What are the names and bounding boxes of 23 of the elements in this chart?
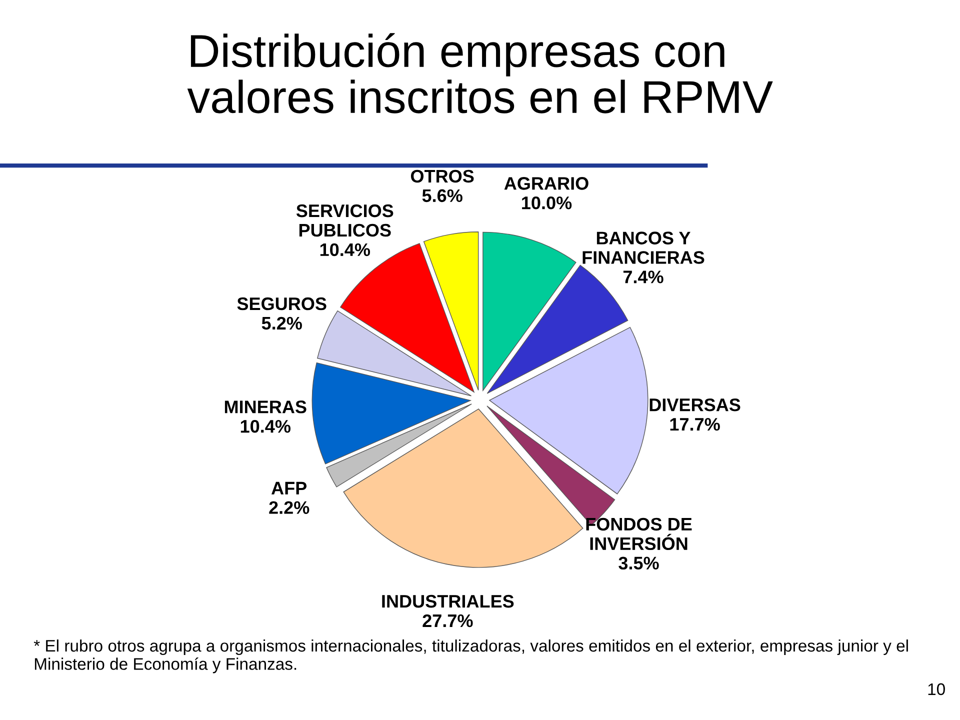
data-label: 7.4% <box>623 270 664 284</box>
slice-label: INDUSTRIALES <box>382 594 514 608</box>
data-label: 5.6% <box>422 189 462 202</box>
data-label: 17.7% <box>670 418 720 431</box>
slice-label: MINERAS <box>224 400 306 414</box>
text: * El rubro otros agrupa a organismos internacionales, titulizadoras, valores emitidos en el exterior, empresas junior y el Ministerio de Economía y Finanzas. <box>34 639 908 674</box>
data-label: 27.7% <box>422 614 473 628</box>
slice-label: BANCOS Y FINANCIERAS <box>582 232 704 264</box>
slice-label: OTROS <box>410 170 474 183</box>
data-label: 2.2% <box>269 501 310 514</box>
data-label: 10.0% <box>522 196 572 210</box>
slice-label: AFP <box>271 482 307 494</box>
data-label: 10.4% <box>240 420 290 433</box>
data-label: 3.5% <box>618 556 659 570</box>
slice-label: FONDOS DE INVERSIÓN <box>586 518 692 550</box>
slice-label: DIVERSAS <box>650 398 740 412</box>
data-label: 10.4% <box>320 243 370 256</box>
text: 10 <box>928 683 945 696</box>
slice-label: AGRARIO <box>504 177 588 190</box>
chart-title: Distribución empresas con valores inscritos en el RPMV <box>187 33 773 114</box>
slice-label: SEGUROS <box>237 297 326 310</box>
slice-label: SERVICIOS PUBLICOS <box>296 204 394 237</box>
data-label: 5.2% <box>262 316 302 330</box>
